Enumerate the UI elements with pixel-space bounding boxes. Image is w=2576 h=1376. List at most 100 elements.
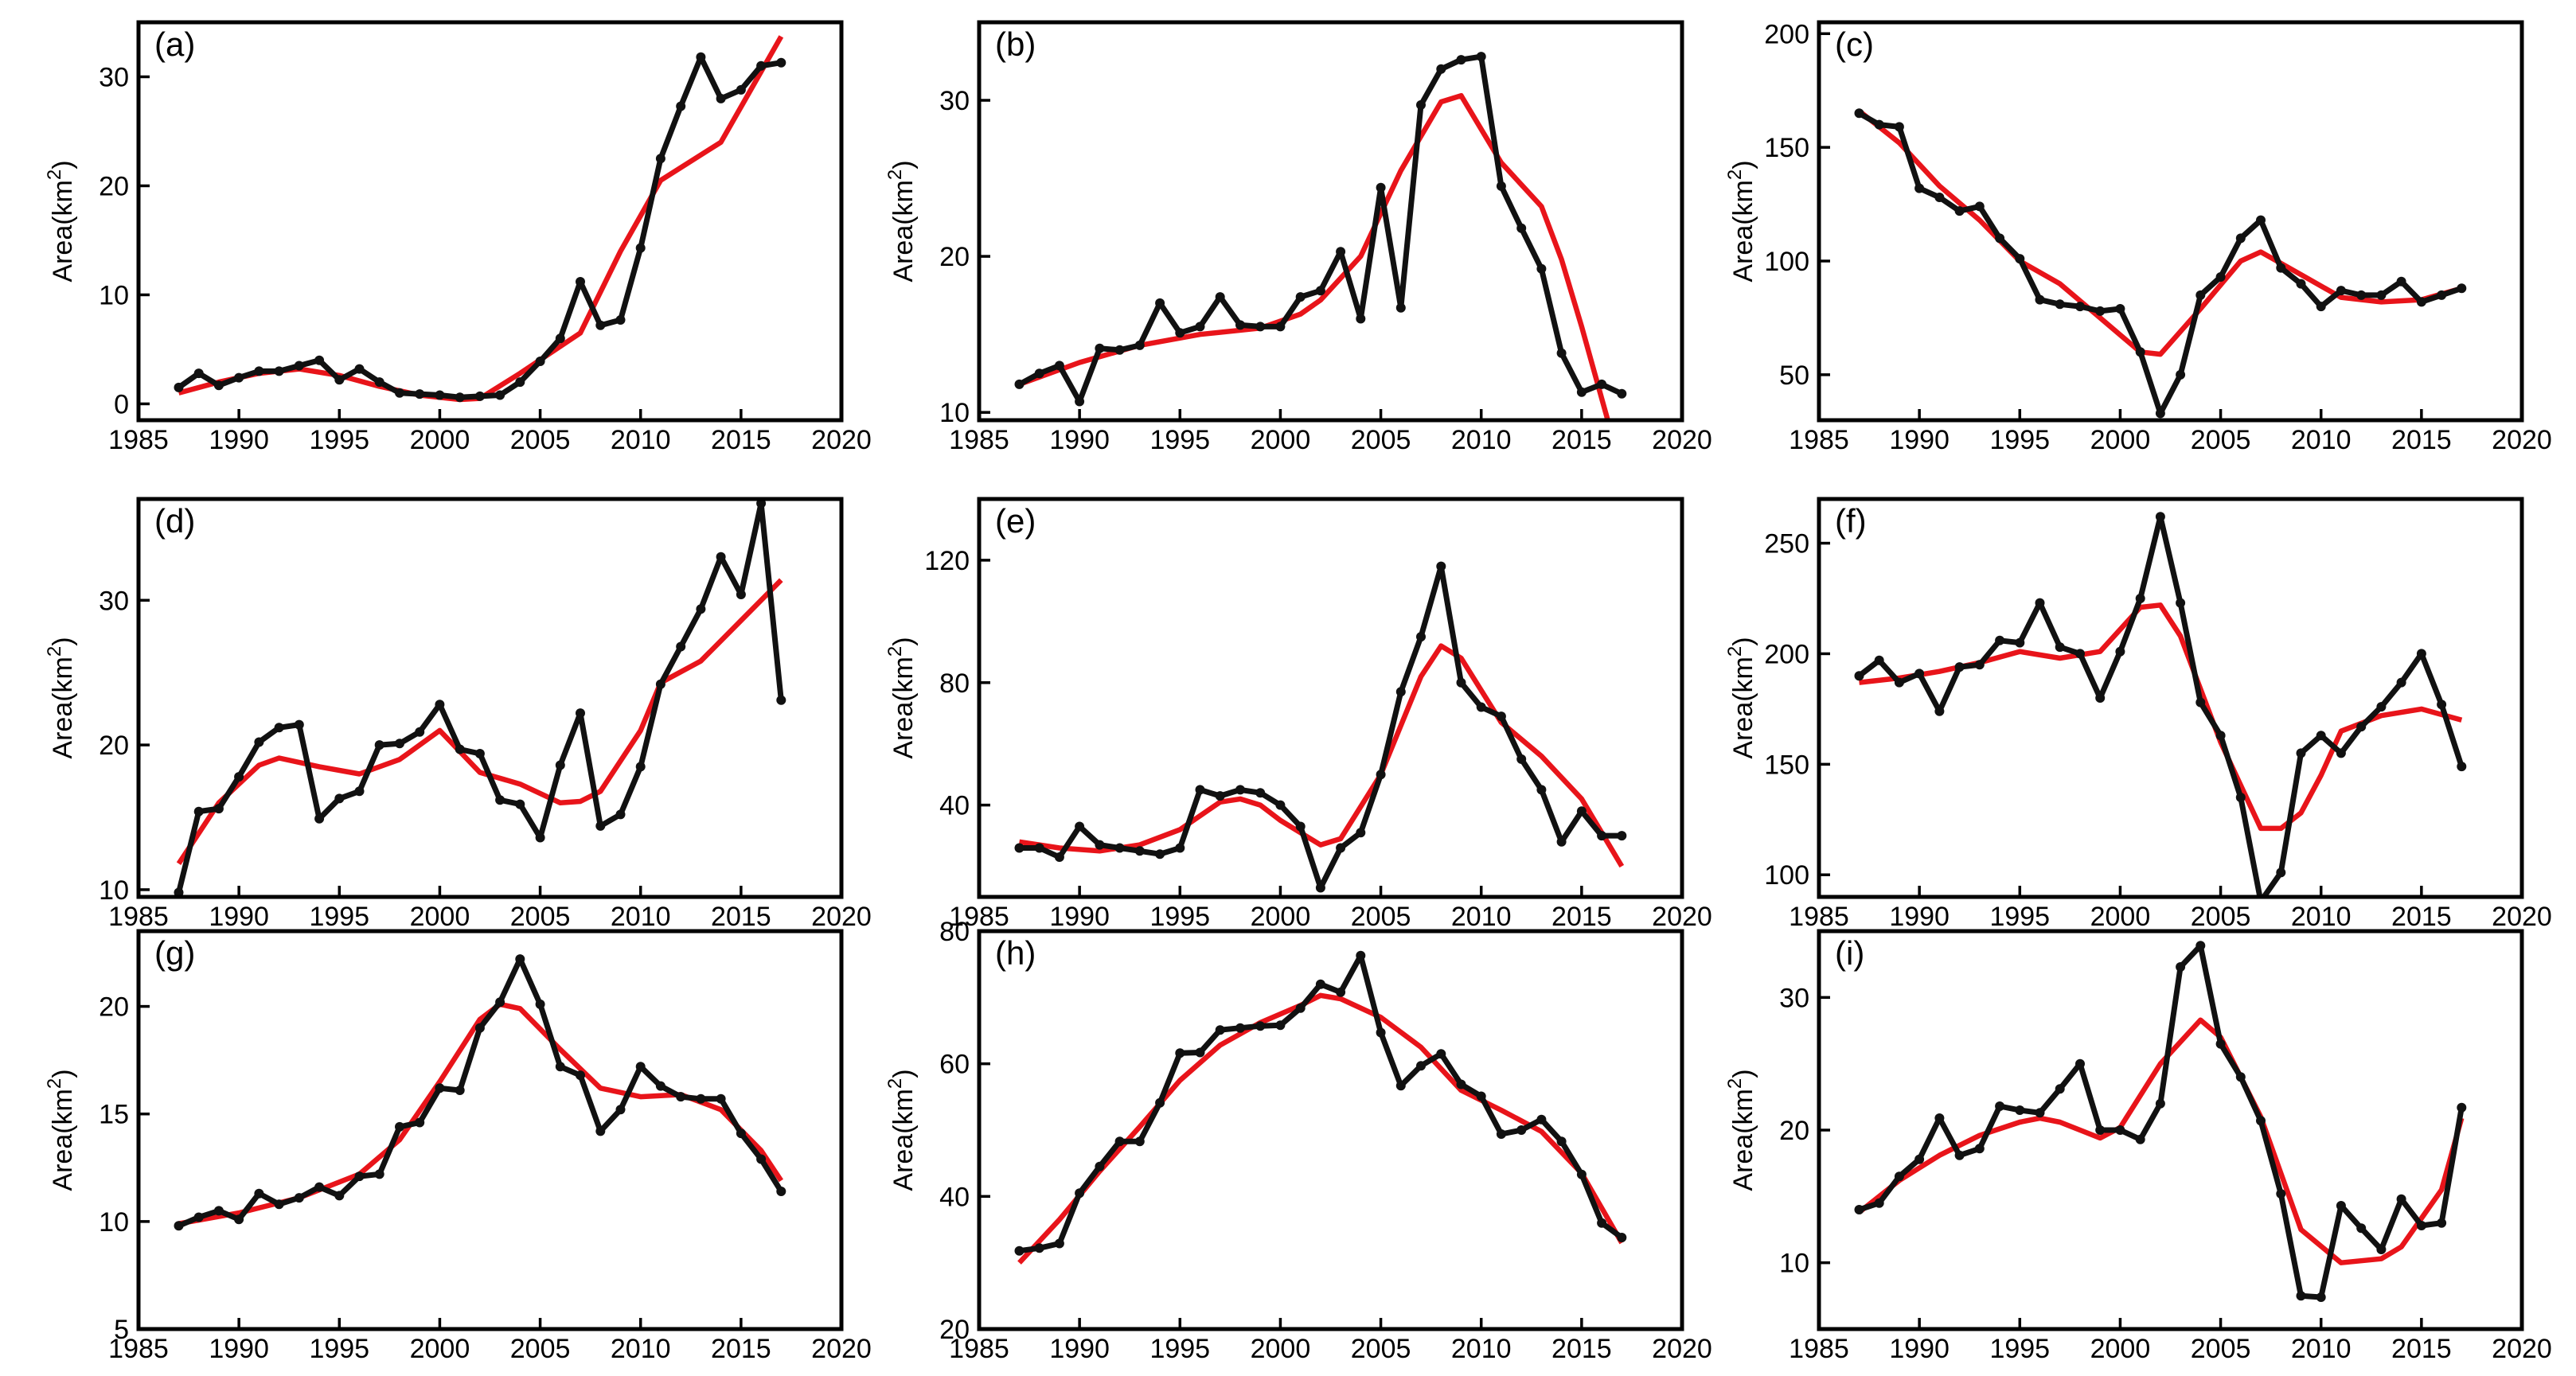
observed-point <box>474 391 485 401</box>
observed-point <box>2135 594 2145 603</box>
observed-point <box>1597 1218 1607 1228</box>
observed-point <box>1516 754 1527 764</box>
observed-point <box>1854 1205 1864 1214</box>
panel-label: (i) <box>1835 934 1864 972</box>
observed-series-line <box>1017 53 1623 404</box>
chart-panel-4: 1985 1990 1995 2000 2005 2010 2015 2020 10 20 30 Ar… <box>44 497 872 932</box>
x-tick-label: 2015 <box>1551 1334 1612 1364</box>
observed-point <box>193 368 204 379</box>
observed-point <box>1536 263 1547 274</box>
plot-area <box>1854 108 2467 419</box>
observed-point <box>1034 368 1044 379</box>
observed-point <box>1095 1161 1105 1171</box>
x-tick-label: 2015 <box>2391 1334 2452 1364</box>
observed-point <box>2235 1072 2246 1082</box>
observed-point <box>1376 1027 1386 1038</box>
observed-point <box>415 1117 425 1128</box>
observed-point <box>2215 731 2226 741</box>
observed-point <box>193 1212 204 1222</box>
observed-point <box>1436 1049 1446 1059</box>
observed-point <box>1556 836 1567 847</box>
y-tick-label: 150 <box>1764 750 1809 780</box>
observed-point <box>1295 821 1306 832</box>
observed-point <box>1054 852 1064 862</box>
observed-point <box>1235 785 1245 795</box>
observed-point <box>1114 843 1125 853</box>
y-tick-label: 10 <box>1779 1249 1809 1279</box>
observed-point <box>254 737 264 747</box>
y-tick-label: 40 <box>939 791 970 821</box>
observed-series-line <box>1019 563 1622 891</box>
panel-label: (a) <box>154 25 195 63</box>
x-tick-label: 1985 <box>1789 1334 1849 1364</box>
observed-point <box>535 357 545 366</box>
observed-point <box>1075 1188 1085 1199</box>
x-tick-label: 2020 <box>811 1334 872 1364</box>
observed-point <box>1255 322 1266 332</box>
observed-point <box>1617 388 1627 399</box>
observed-point <box>576 708 585 719</box>
x-tick-label: 2015 <box>1551 902 1612 932</box>
y-axis-label: Area(km2) <box>1724 160 1758 282</box>
observed-point <box>655 679 665 689</box>
x-tick-label: 2005 <box>2191 1334 2251 1364</box>
axis-frame <box>136 20 844 423</box>
x-tick-label: 2015 <box>711 1334 771 1364</box>
y-tick-label: 15 <box>99 1100 129 1130</box>
observed-point <box>193 806 204 817</box>
x-tick-label: 1990 <box>1889 1334 1950 1364</box>
observed-point <box>1235 320 1245 330</box>
panel-label: (b) <box>995 25 1036 63</box>
observed-point <box>334 1191 345 1201</box>
observed-point <box>2075 1058 2085 1069</box>
chart-panel-8: 1985 1990 1995 2000 2005 2010 2015 202020406080… <box>884 917 1712 1364</box>
observed-point <box>1195 785 1205 795</box>
observed-point <box>595 821 606 831</box>
observed-point <box>314 813 325 824</box>
y-tick-label: 20 <box>99 992 129 1023</box>
axis-frame <box>977 929 1684 1331</box>
chart-panel-7: 1985 1990 1995 2000 2005 2010 2015 2020 5 10 15 20 A… <box>44 929 872 1364</box>
observed-point <box>2215 272 2226 282</box>
observed-point <box>2095 693 2106 703</box>
x-tick-label: 2005 <box>1351 1334 1411 1364</box>
x-tick-label: 1995 <box>1149 902 1210 932</box>
x-tick-label: 2010 <box>1451 425 1512 455</box>
observed-point <box>1516 1125 1527 1135</box>
x-tick-label: 2000 <box>1251 902 1311 932</box>
chart-panel-9: 1985 1990 1995 2000 2005 2010 2015 2020 10 20 30 Ar… <box>1724 929 2552 1364</box>
observed-point <box>2376 290 2387 300</box>
observed-point <box>1597 379 1607 389</box>
observed-point <box>2115 1125 2125 1135</box>
observed-point <box>2437 290 2447 300</box>
observed-point <box>1014 1245 1025 1256</box>
y-tick-label: 20 <box>1779 1116 1809 1146</box>
x-tick-label: 2015 <box>711 902 771 932</box>
observed-point <box>2035 1108 2045 1118</box>
y-axis-label: Area(km2) <box>884 1069 919 1191</box>
observed-point <box>2256 1116 2266 1126</box>
observed-point <box>435 700 445 710</box>
y-tick-label: 50 <box>1779 361 1809 391</box>
observed-point <box>1395 687 1406 697</box>
observed-point <box>1336 987 1346 997</box>
observed-point <box>1356 950 1366 961</box>
observed-point <box>655 154 665 164</box>
observed-point <box>2396 276 2406 287</box>
observed-point <box>2296 279 2306 289</box>
observed-point <box>696 52 706 62</box>
x-tick-label: 1985 <box>949 1334 1009 1364</box>
observed-point <box>736 84 746 95</box>
observed-point <box>1456 677 1466 688</box>
observed-point <box>2135 1134 2145 1144</box>
observed-point <box>1095 840 1105 850</box>
observed-point <box>1155 298 1165 308</box>
observed-point <box>1275 800 1286 810</box>
x-tick-label: 2010 <box>611 425 671 455</box>
observed-point <box>374 740 384 750</box>
x-tick-label: 1990 <box>1049 902 1110 932</box>
observed-series-line <box>177 54 782 400</box>
y-tick-label: 10 <box>99 280 129 310</box>
y-tick-label: 20 <box>939 1315 970 1345</box>
chart-panel-3: 1985 1990 1995 2000 2005 2010 2015 2020 50 100 150… <box>1724 19 2552 455</box>
